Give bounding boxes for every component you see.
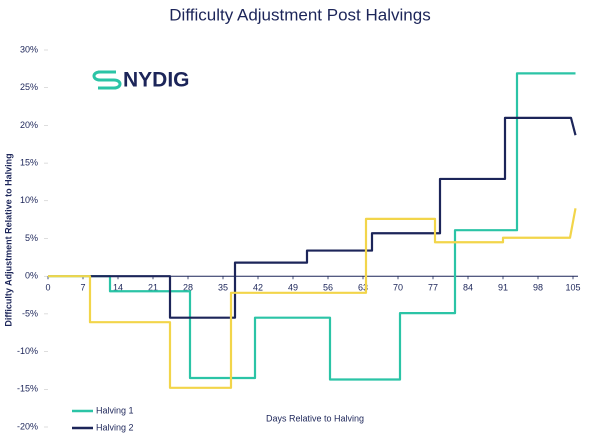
- x-tick-label: 21: [148, 283, 158, 293]
- x-tick-label: 105: [565, 283, 580, 293]
- x-tick-label: 63: [358, 283, 368, 293]
- y-tick-label: -5%: [22, 308, 38, 318]
- x-tick-label: 91: [498, 283, 508, 293]
- y-tick-label: 30%: [20, 44, 38, 54]
- x-tick-label: 0: [45, 283, 50, 293]
- y-tick-label: 15%: [20, 157, 38, 167]
- y-tick-label: -15%: [17, 384, 38, 394]
- x-tick-label: 56: [323, 283, 333, 293]
- x-axis-label: Days Relative to Halving: [266, 413, 364, 423]
- y-tick-label: -10%: [17, 346, 38, 356]
- y-tick-label: -20%: [17, 421, 38, 431]
- x-tick-label: 98: [533, 283, 543, 293]
- x-tick-label: 49: [288, 283, 298, 293]
- x-tick-label: 42: [253, 283, 263, 293]
- x-tick-label: 7: [80, 283, 85, 293]
- y-tick-label: 25%: [20, 82, 38, 92]
- legend-label: Halving 1: [96, 405, 134, 415]
- series-line: [90, 116, 577, 319]
- logo-text: NYDIG: [123, 69, 190, 92]
- x-tick-label: 14: [113, 283, 123, 293]
- x-tick-label: 70: [393, 283, 403, 293]
- y-axis-label: Difficulty Adjustment Relative to Halvin…: [3, 153, 13, 326]
- legend-label: Halving 2: [96, 422, 134, 432]
- chart-title: Difficulty Adjustment Post Halvings: [169, 5, 430, 24]
- series-line: [48, 72, 576, 381]
- y-tick-label: 5%: [25, 233, 38, 243]
- x-tick-label: 35: [218, 283, 228, 293]
- x-tick-label: 77: [428, 283, 438, 293]
- y-tick-label: 0%: [25, 271, 38, 281]
- series-line: [48, 208, 577, 389]
- x-tick-label: 28: [183, 283, 193, 293]
- x-tick-label: 84: [463, 283, 473, 293]
- y-tick-label: 20%: [20, 120, 38, 130]
- y-tick-label: 10%: [20, 195, 38, 205]
- logo-icon: [92, 70, 122, 90]
